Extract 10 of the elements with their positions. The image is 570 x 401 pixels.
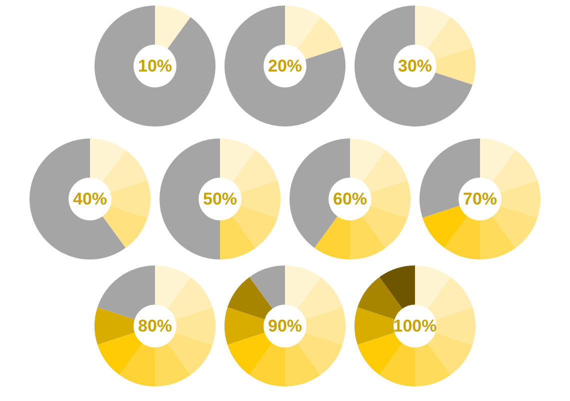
text: 70%: [462, 190, 498, 208]
text: 50%: [202, 190, 238, 208]
text: 40%: [72, 190, 108, 208]
text: 60%: [332, 190, 368, 208]
text: 30%: [398, 56, 432, 76]
text: 100%: [393, 316, 437, 336]
text: 90%: [268, 316, 302, 336]
text: 80%: [138, 316, 172, 336]
text: 20%: [268, 56, 302, 76]
text: 10%: [138, 56, 172, 76]
